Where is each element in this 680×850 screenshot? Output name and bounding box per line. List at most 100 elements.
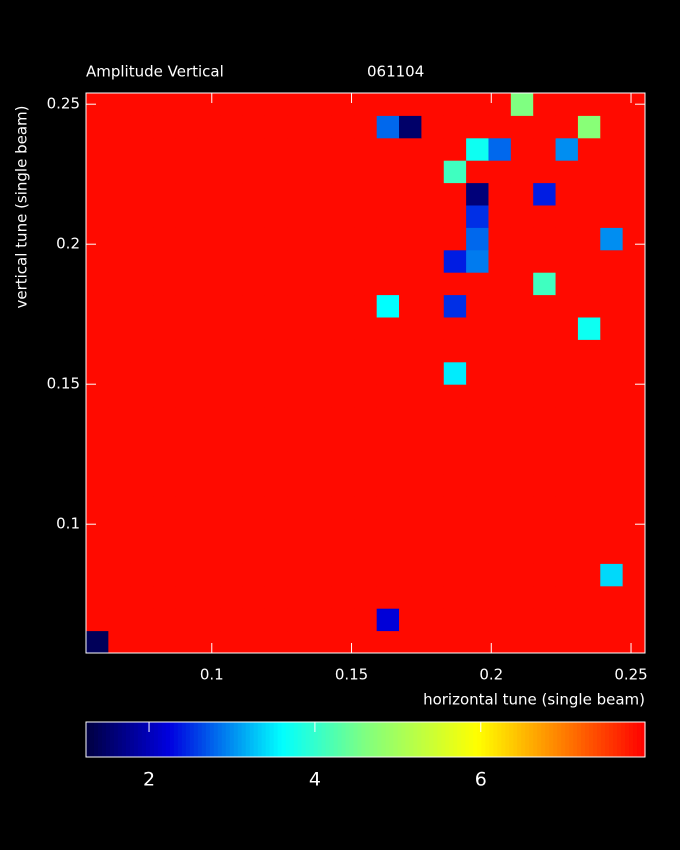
heatmap-cell [376, 249, 400, 273]
heatmap-cell [577, 406, 601, 430]
chart-title: Amplitude Vertical [86, 63, 224, 81]
colorbar-strip [505, 722, 510, 757]
heatmap-cell [309, 518, 333, 542]
heatmap-cell [331, 496, 355, 520]
heatmap-cell [242, 115, 266, 139]
heatmap-cell [488, 137, 512, 161]
colorbar-strip [273, 722, 279, 757]
heatmap-cell [555, 115, 579, 139]
colorbar-strip [121, 722, 127, 757]
heatmap-cell [488, 249, 512, 273]
heatmap-cell [242, 249, 266, 273]
heatmap-cell [488, 406, 512, 430]
heatmap-cell [309, 384, 333, 408]
heatmap-cell [354, 384, 378, 408]
heatmap-cell [220, 541, 244, 564]
heatmap-cell [309, 563, 333, 587]
heatmap-cell [130, 384, 154, 408]
heatmap-cell [287, 384, 311, 408]
heatmap-cell [577, 115, 601, 139]
heatmap-cell [600, 406, 624, 430]
colorbar-strip [345, 722, 351, 757]
heatmap-cell [421, 294, 445, 318]
heatmap-cell [153, 182, 176, 206]
heatmap-cell [309, 585, 333, 609]
colorbar-strip [601, 722, 606, 757]
heatmap-cell [86, 227, 109, 251]
heatmap-cell [376, 451, 400, 475]
heatmap-cell [220, 361, 244, 385]
heatmap-cell [555, 294, 579, 318]
heatmap-cell [354, 205, 378, 228]
colorbar-strip [441, 722, 446, 757]
heatmap-cell [153, 339, 176, 363]
heatmap-cell [622, 608, 646, 632]
heatmap-cell [287, 451, 311, 475]
heatmap-cell [86, 473, 109, 497]
heatmap-cell [242, 205, 266, 228]
heatmap-cell [130, 115, 154, 139]
heatmap-cell [86, 115, 109, 139]
heatmap-cell [197, 406, 221, 430]
heatmap-cell [264, 361, 288, 385]
heatmap-cell [86, 630, 109, 654]
heatmap-cell [466, 93, 489, 116]
heatmap-cell [510, 384, 534, 408]
heatmap-cell [309, 160, 333, 184]
heatmap-cell [86, 518, 109, 542]
colorbar-strip [557, 722, 562, 757]
heatmap-cell [466, 473, 489, 497]
heatmap-cell [331, 608, 355, 632]
heatmap-cell [600, 205, 624, 228]
heatmap-cell [354, 473, 378, 497]
colorbar-strip [317, 722, 323, 757]
heatmap-cell [399, 317, 422, 340]
heatmap-cell [242, 585, 266, 609]
heatmap-cell [197, 429, 221, 452]
heatmap-cell [577, 518, 601, 542]
heatmap-cell [220, 384, 244, 408]
heatmap-cell [577, 630, 601, 654]
heatmap-cell [376, 384, 400, 408]
heatmap-cell [287, 406, 311, 430]
heatmap-cell [466, 115, 489, 139]
heatmap-cell [108, 384, 132, 408]
colorbar-strip [473, 722, 478, 757]
heatmap-cell [175, 451, 199, 475]
heatmap-cell [376, 272, 400, 296]
heatmap-cell [264, 429, 288, 452]
heatmap-cell [488, 317, 512, 340]
colorbar-strip [449, 722, 454, 757]
heatmap-cell [376, 473, 400, 497]
x-tick-label: 0.15 [335, 666, 368, 684]
heatmap-cell [130, 473, 154, 497]
heatmap-cell [399, 608, 422, 632]
heatmap-cell [108, 339, 132, 363]
heatmap-cell [309, 451, 333, 475]
heatmap-cell [555, 608, 579, 632]
heatmap-cell [488, 451, 512, 475]
heatmap-cell [466, 630, 489, 654]
heatmap-cell [510, 496, 534, 520]
heatmap-cell [287, 294, 311, 318]
heatmap-cell [443, 406, 467, 430]
colorbar-strip [393, 722, 399, 757]
heatmap-cell [577, 317, 601, 340]
heatmap-cell [466, 451, 489, 475]
heatmap-cell [264, 608, 288, 632]
colorbar-strip [577, 722, 582, 757]
heatmap-cell [197, 205, 221, 228]
heatmap-cell [220, 339, 244, 363]
colorbar-strip [461, 722, 466, 757]
heatmap-cell [555, 227, 579, 251]
y-tick-label: 0.2 [56, 235, 80, 253]
heatmap-cell [331, 585, 355, 609]
heatmap-cell [354, 451, 378, 475]
colorbar-strip [321, 722, 327, 757]
heatmap-cell [108, 182, 132, 206]
heatmap-cell [153, 160, 176, 184]
heatmap-cell [175, 272, 199, 296]
colorbar-strip [565, 722, 570, 757]
heatmap-cell [86, 563, 109, 587]
heatmap-cell [488, 496, 512, 520]
